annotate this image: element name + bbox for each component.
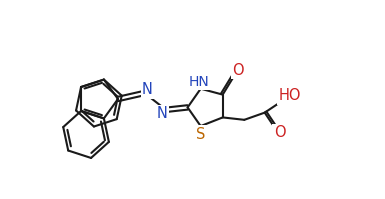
Text: HO: HO [278, 88, 301, 103]
Text: O: O [232, 62, 244, 78]
Text: S: S [196, 127, 205, 141]
Text: N: N [142, 83, 153, 98]
Text: O: O [274, 125, 286, 140]
Text: HN: HN [188, 75, 209, 89]
Text: N: N [157, 106, 167, 121]
